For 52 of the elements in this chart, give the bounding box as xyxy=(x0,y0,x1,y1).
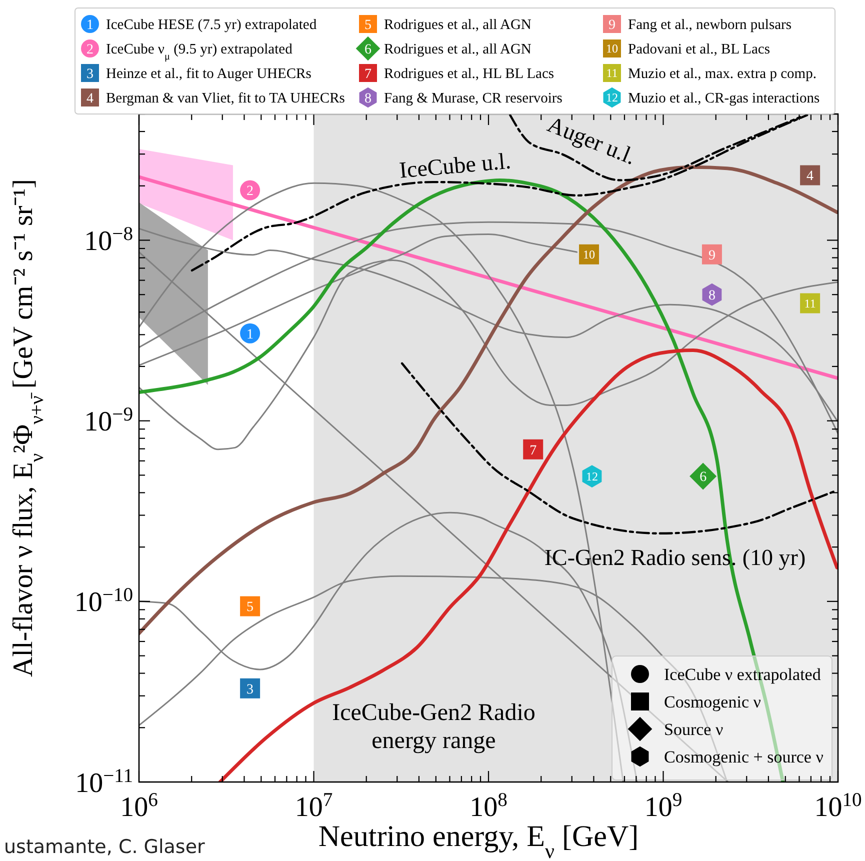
annotation: 8 xyxy=(708,288,716,304)
text: 6 xyxy=(364,42,372,58)
legend-label: Rodrigues et al., all AGN xyxy=(384,17,532,34)
legend-label: IceCube ν$_{μ}$ (9.5 yr) extrapolated xyxy=(106,42,294,62)
text: 1 xyxy=(86,18,94,33)
annotation: 1 xyxy=(246,327,254,342)
annotation: 6 xyxy=(700,470,707,486)
y-tick-label: 10$^{−8}$ xyxy=(84,224,134,258)
y-tick-label: 10$^{−9}$ xyxy=(84,404,133,438)
text: 5 xyxy=(364,18,372,33)
text: 7 xyxy=(364,66,372,82)
legend-label: Muzio et al., max. extra p comp. xyxy=(628,66,816,82)
legend-label: Padovani et al., BL Lacs xyxy=(628,42,770,58)
annotation: 10 xyxy=(583,248,596,262)
x-tick-label: 10$^{9}$ xyxy=(644,790,682,823)
x-axis-title: Neutrino energy, E$_{ν}$ [GeV] xyxy=(318,820,639,861)
annotation: 7 xyxy=(530,443,537,458)
text: 3 xyxy=(86,66,94,82)
annotation: IceCube u.l. xyxy=(398,148,512,183)
annotation: Auger u.l. xyxy=(544,112,640,170)
legend-label: IceCube HESE (7.5 yr) extrapolated xyxy=(106,17,318,34)
text: ustamante, C. Glaser xyxy=(4,836,206,858)
band-label: IceCube-Gen2 Radio energy range xyxy=(332,700,536,754)
text: 9 xyxy=(608,18,616,33)
annotation: 4 xyxy=(806,169,814,184)
text: 12 xyxy=(606,90,618,105)
annotation: 9 xyxy=(708,248,716,264)
y-tick-label: 10$^{−10}$ xyxy=(74,584,134,618)
x-tick-label: 10$^{8}$ xyxy=(470,790,508,823)
legend-label: Rodrigues et al., HL BL Lacs xyxy=(384,66,554,82)
x-tick-label: 10$^{7}$ xyxy=(294,790,333,823)
text: 8 xyxy=(364,91,372,106)
annotation: 2 xyxy=(246,184,254,200)
annotation: 3 xyxy=(246,682,254,698)
text: 11 xyxy=(606,66,618,80)
text: 4 xyxy=(86,91,94,106)
annotation: IceCube ν extrapolated xyxy=(664,664,822,684)
annotation: Cosmogenic ν xyxy=(664,692,762,712)
annotation: 11 xyxy=(804,296,816,310)
legend-label: Rodrigues et al., all AGN xyxy=(384,42,532,58)
text: 10 xyxy=(606,42,618,56)
legend-label: Bergman & van Vliet, fit to TA UHECRs xyxy=(106,90,346,107)
legend-label: Heinze et al., fit to Auger UHECRs xyxy=(106,66,312,82)
legend-label: Fang & Murase, CR reservoirs xyxy=(384,90,563,107)
legend-label: Fang et al., newborn pulsars xyxy=(628,17,792,34)
annotation: 12 xyxy=(586,469,598,484)
annotation: Cosmogenic + source ν xyxy=(664,747,824,766)
legend-label: Muzio et al., CR-gas interactions xyxy=(628,90,820,107)
annotation: Source ν xyxy=(664,720,724,739)
x-tick-label: 10$^{10}$ xyxy=(814,790,862,823)
annotation: 5 xyxy=(246,600,254,616)
text: 2 xyxy=(86,42,94,58)
